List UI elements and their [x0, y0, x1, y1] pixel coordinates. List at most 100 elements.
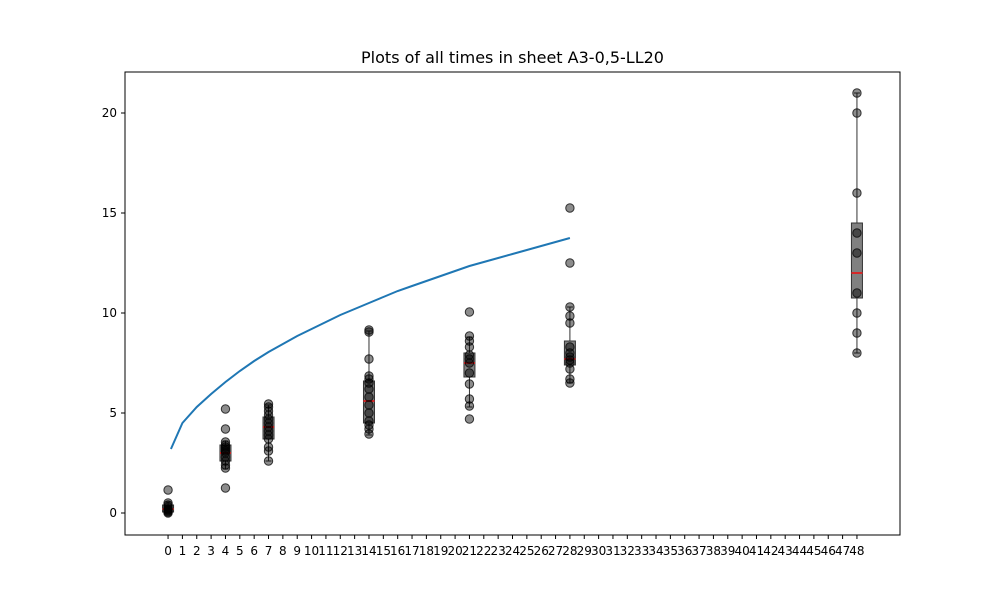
data-point — [220, 483, 231, 493]
data-point — [364, 408, 374, 418]
x-tick-label: 33 — [634, 544, 649, 558]
x-tick-label: 10 — [304, 544, 319, 558]
data-point — [364, 416, 374, 426]
data-point — [220, 463, 231, 473]
data-point — [163, 498, 173, 508]
x-tick-label: 46 — [821, 544, 836, 558]
y-tick-label: 10 — [102, 306, 117, 320]
data-point — [852, 248, 862, 258]
data-point — [852, 288, 862, 298]
plot-area — [162, 88, 863, 518]
x-tick-label: 4 — [222, 544, 230, 558]
x-tick-label: 37 — [691, 544, 706, 558]
x-tick-label: 7 — [265, 544, 273, 558]
y-tick-label: 20 — [102, 106, 117, 120]
data-point — [464, 350, 475, 360]
data-point — [565, 342, 575, 352]
x-tick-label: 27 — [548, 544, 563, 558]
x-tick-label: 22 — [476, 544, 491, 558]
x-tick-label: 30 — [591, 544, 606, 558]
x-tick-label: 39 — [720, 544, 735, 558]
x-tick-label: 13 — [347, 544, 362, 558]
plot-frame — [124, 71, 901, 536]
x-tick-label: 44 — [792, 544, 807, 558]
data-point — [565, 355, 575, 365]
x-tick-label: 12 — [333, 544, 348, 558]
data-point — [263, 399, 274, 409]
x-tick-label: 11 — [318, 544, 333, 558]
data-point — [565, 374, 575, 384]
x-tick-label: 41 — [749, 544, 764, 558]
data-point — [364, 429, 374, 439]
x-tick-label: 24 — [505, 544, 520, 558]
data-point — [263, 402, 274, 412]
data-point — [220, 424, 231, 434]
data-point — [364, 400, 374, 410]
data-point — [565, 318, 575, 328]
data-point — [464, 331, 475, 341]
x-tick-label: 28 — [562, 544, 577, 558]
trend-line — [170, 237, 571, 450]
x-tick-label: 2 — [193, 544, 201, 558]
x-tick-label: 16 — [390, 544, 405, 558]
x-tick-label: 0 — [164, 544, 172, 558]
data-point — [464, 307, 475, 317]
x-tick-label: 34 — [648, 544, 663, 558]
x-tick-label: 5 — [236, 544, 244, 558]
data-point — [852, 108, 862, 118]
data-point — [565, 203, 575, 213]
x-tick-label: 23 — [491, 544, 506, 558]
chart-title: Plots of all times in sheet A3-0,5-LL20 — [361, 48, 664, 67]
x-tick-label: 1 — [179, 544, 187, 558]
x-tick-label: 31 — [605, 544, 620, 558]
x-tick-label: 14 — [361, 544, 376, 558]
x-tick-label: 18 — [419, 544, 434, 558]
data-point — [852, 328, 862, 338]
data-point — [220, 440, 231, 450]
data-point — [263, 442, 274, 452]
data-point — [565, 258, 575, 268]
x-tick-label: 19 — [433, 544, 448, 558]
x-tick-label: 32 — [620, 544, 635, 558]
x-tick-label: 48 — [849, 544, 864, 558]
y-tick-label: 15 — [102, 206, 117, 220]
data-point — [464, 379, 475, 389]
data-point — [464, 401, 475, 411]
data-point — [852, 308, 862, 318]
x-tick-label: 36 — [677, 544, 692, 558]
data-point — [364, 374, 374, 384]
x-tick-label: 35 — [663, 544, 678, 558]
data-point — [464, 414, 475, 424]
box — [850, 222, 863, 299]
data-point — [464, 368, 475, 378]
x-tick-label: 40 — [734, 544, 749, 558]
x-tick-label: 8 — [279, 544, 287, 558]
x-tick-label: 17 — [404, 544, 419, 558]
x-tick-label: 43 — [778, 544, 793, 558]
x-tick-label: 6 — [250, 544, 258, 558]
y-tick-label: 0 — [109, 506, 117, 520]
x-tick-label: 9 — [293, 544, 301, 558]
x-tick-label: 42 — [763, 544, 778, 558]
y-tick-label: 5 — [109, 406, 117, 420]
data-point — [852, 348, 862, 358]
data-point — [364, 371, 374, 381]
axes: 0 1 2 3 4 5 6 7 8 9 10 11 12 13 14 15 16 17 18 19 20 21 22 23 24… — [102, 71, 901, 558]
x-tick-label: 21 — [462, 544, 477, 558]
data-point — [565, 302, 575, 312]
data-point — [364, 325, 374, 335]
x-tick-label: 38 — [706, 544, 721, 558]
data-point — [220, 437, 231, 447]
data-point — [852, 228, 862, 238]
x-tick-label: 20 — [447, 544, 462, 558]
data-point — [852, 188, 862, 198]
data-point — [852, 88, 862, 98]
x-tick-label: 47 — [835, 544, 850, 558]
data-point — [220, 404, 231, 414]
data-point — [464, 394, 475, 404]
x-tick-label: 25 — [519, 544, 534, 558]
data-point — [364, 392, 374, 402]
data-point — [464, 336, 475, 346]
